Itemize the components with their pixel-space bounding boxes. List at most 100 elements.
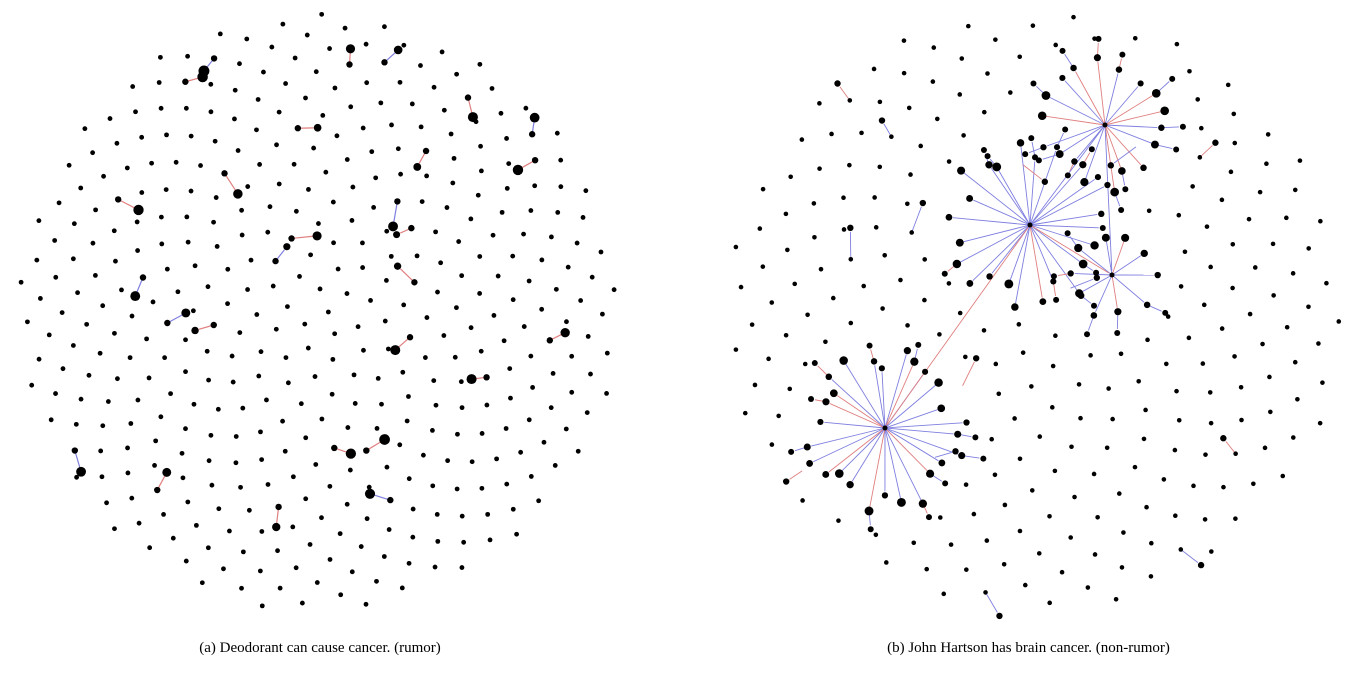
user-node [337, 531, 343, 537]
user-node [366, 484, 372, 490]
blue-retweet-edge [1029, 224, 1081, 262]
user-node [1020, 350, 1026, 355]
user-node [379, 401, 384, 407]
user-node [808, 396, 815, 403]
user-node [980, 146, 987, 153]
red-retweet-edge [400, 268, 415, 283]
user-node [1290, 435, 1296, 440]
user-node [1090, 241, 1099, 250]
user-node [409, 101, 415, 107]
user-node [548, 405, 554, 411]
user-node [1191, 483, 1196, 489]
user-node [133, 204, 144, 216]
user-node [256, 373, 262, 379]
user-node [192, 263, 198, 269]
user-node [439, 49, 445, 55]
user-node [776, 413, 781, 419]
user-node [158, 414, 164, 420]
user-node [414, 253, 420, 259]
user-node [580, 215, 586, 220]
user-node [981, 109, 987, 115]
user-node [291, 161, 297, 167]
user-node [239, 232, 245, 238]
user-node [564, 319, 569, 325]
user-node [787, 386, 793, 392]
user-node [1146, 208, 1152, 214]
user-node [1084, 331, 1091, 338]
user-node [420, 452, 426, 458]
user-node [385, 346, 391, 352]
red-retweet-edge [1111, 241, 1125, 276]
blue-retweet-edge [884, 422, 963, 429]
blue-retweet-edge [1047, 124, 1106, 147]
user-node [459, 565, 465, 570]
user-node [1182, 249, 1188, 255]
blue-retweet-edge [883, 123, 892, 137]
user-node [589, 274, 595, 280]
user-node [469, 459, 475, 465]
user-node [1271, 293, 1276, 298]
user-node [966, 195, 974, 202]
user-node [230, 379, 236, 385]
user-node [915, 341, 922, 348]
user-node [783, 211, 789, 217]
user-node [1178, 547, 1184, 552]
user-node [125, 445, 130, 451]
user-node [1118, 351, 1124, 357]
user-node [1070, 64, 1077, 72]
user-node [1094, 173, 1102, 181]
user-node [1251, 481, 1256, 487]
user-node [1230, 242, 1236, 247]
user-node [565, 264, 571, 270]
user-node [129, 495, 135, 501]
user-node [240, 549, 246, 555]
user-node [112, 526, 117, 532]
user-node [1232, 140, 1238, 146]
blue-retweet-edge [1180, 549, 1199, 563]
user-node [504, 481, 510, 487]
user-node [985, 71, 990, 76]
user-node [459, 273, 465, 279]
user-node [1284, 215, 1289, 221]
user-node [866, 342, 873, 349]
user-node [1093, 274, 1101, 281]
user-node [523, 105, 529, 111]
user-node [1039, 298, 1047, 306]
user-node [307, 542, 313, 547]
user-node [100, 303, 106, 309]
user-node [880, 306, 885, 311]
user-node [455, 431, 460, 437]
user-node [989, 436, 994, 442]
user-node [558, 157, 564, 163]
user-node [282, 448, 288, 454]
user-node [215, 406, 221, 412]
user-node [1270, 241, 1276, 247]
blue-retweet-edge [963, 224, 1031, 243]
user-node [1059, 74, 1066, 82]
blue-retweet-edge [1104, 124, 1113, 272]
blue-retweet-edge [1106, 241, 1113, 276]
user-node [374, 426, 380, 431]
user-node [188, 133, 194, 139]
user-node [922, 368, 929, 375]
user-node [1238, 384, 1244, 390]
user-node [1280, 473, 1286, 479]
user-node [1172, 447, 1178, 453]
user-node [477, 254, 483, 259]
user-node [954, 430, 962, 438]
user-node [369, 149, 375, 155]
user-node [1165, 314, 1171, 319]
user-node [154, 486, 161, 494]
user-node [873, 532, 879, 538]
blue-retweet-edge [884, 427, 939, 462]
user-node [288, 235, 295, 242]
user-node [526, 278, 532, 284]
user-node [144, 336, 149, 342]
user-node [1118, 206, 1125, 213]
user-node [1197, 561, 1205, 569]
blue-retweet-edge [1049, 96, 1106, 126]
user-node [389, 122, 394, 128]
user-node [1053, 296, 1060, 303]
user-node [578, 298, 584, 303]
user-node [1122, 186, 1129, 193]
